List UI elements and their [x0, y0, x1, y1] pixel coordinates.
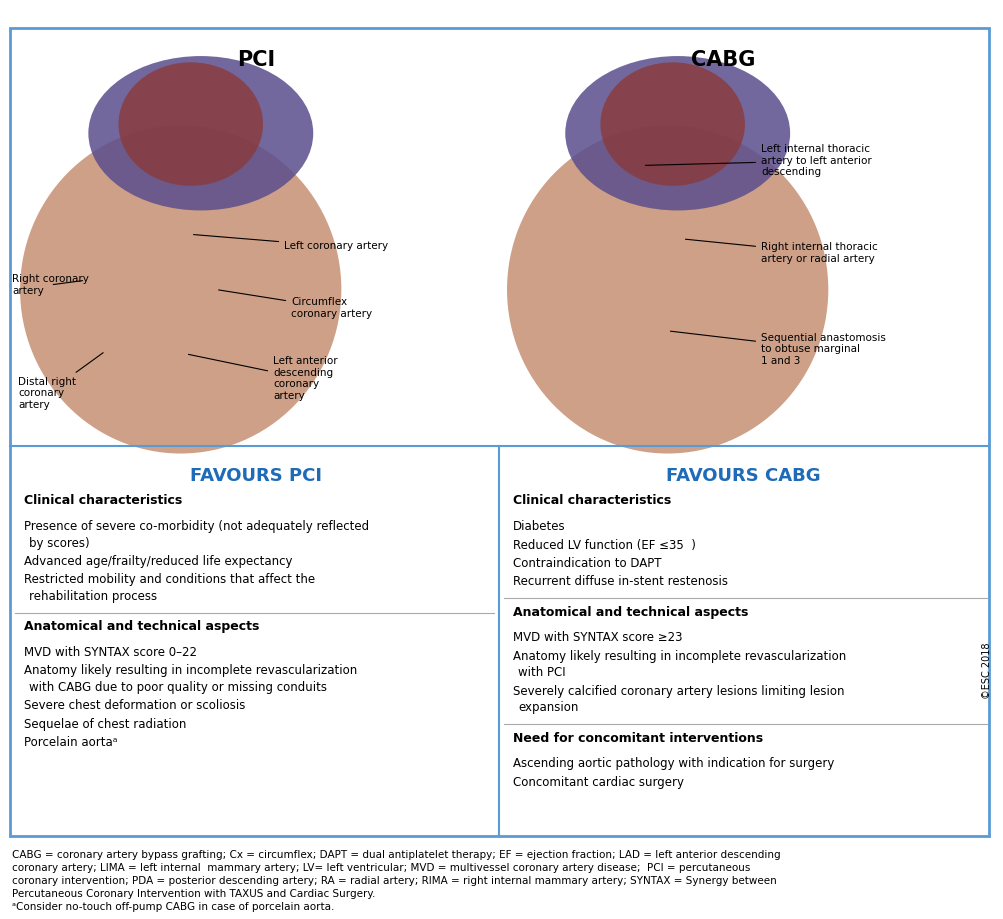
- Text: Distal right
coronary
artery: Distal right coronary artery: [18, 353, 103, 410]
- Text: coronary artery; LIMA = left internal  mammary artery; LV= left ventricular; MVD: coronary artery; LIMA = left internal ma…: [12, 863, 749, 873]
- Text: Anatomy likely resulting in incomplete revascularization: Anatomy likely resulting in incomplete r…: [24, 664, 357, 677]
- Text: FAVOURS CABG: FAVOURS CABG: [665, 467, 819, 485]
- Text: Diabetes: Diabetes: [513, 520, 565, 533]
- Text: with PCI: with PCI: [518, 666, 565, 679]
- Text: Circumflex
coronary artery: Circumflex coronary artery: [219, 289, 372, 319]
- Text: Porcelain aortaᵃ: Porcelain aortaᵃ: [24, 736, 117, 749]
- Ellipse shape: [20, 125, 341, 453]
- Text: Presence of severe co-morbidity (not adequately reflected: Presence of severe co-morbidity (not ade…: [24, 520, 369, 533]
- Text: ᵃConsider no-touch off-pump CABG in case of porcelain aorta.: ᵃConsider no-touch off-pump CABG in case…: [12, 902, 334, 912]
- Ellipse shape: [565, 56, 789, 210]
- Text: MVD with SYNTAX score 0–22: MVD with SYNTAX score 0–22: [24, 646, 197, 659]
- Text: with CABG due to poor quality or missing conduits: with CABG due to poor quality or missing…: [29, 681, 327, 694]
- Text: Reduced LV function (EF ≤35  ): Reduced LV function (EF ≤35 ): [513, 539, 695, 551]
- Ellipse shape: [118, 62, 263, 186]
- Text: Anatomical and technical aspects: Anatomical and technical aspects: [513, 606, 747, 618]
- Text: Left anterior
descending
coronary
artery: Left anterior descending coronary artery: [189, 355, 337, 401]
- Text: Severely calcified coronary artery lesions limiting lesion: Severely calcified coronary artery lesio…: [513, 685, 844, 698]
- Text: Left coronary artery: Left coronary artery: [194, 234, 388, 251]
- Text: Sequelae of chest radiation: Sequelae of chest radiation: [24, 718, 187, 731]
- Text: Restricted mobility and conditions that affect the: Restricted mobility and conditions that …: [24, 573, 315, 586]
- Text: MVD with SYNTAX score ≥23: MVD with SYNTAX score ≥23: [513, 631, 682, 644]
- Text: expansion: expansion: [518, 701, 578, 714]
- Text: FAVOURS PCI: FAVOURS PCI: [190, 467, 322, 485]
- Text: ©ESC 2018: ©ESC 2018: [981, 642, 991, 699]
- Text: Left internal thoracic
artery to left anterior
descending: Left internal thoracic artery to left an…: [645, 144, 871, 177]
- Text: Contraindication to DAPT: Contraindication to DAPT: [513, 557, 661, 570]
- FancyBboxPatch shape: [10, 28, 988, 836]
- Text: Concomitant cardiac surgery: Concomitant cardiac surgery: [513, 776, 683, 789]
- Text: Sequential anastomosis
to obtuse marginal
1 and 3: Sequential anastomosis to obtuse margina…: [670, 331, 885, 366]
- Text: Recurrent diffuse in-stent restenosis: Recurrent diffuse in-stent restenosis: [513, 575, 727, 588]
- Ellipse shape: [507, 125, 827, 453]
- Text: PCI: PCI: [237, 50, 275, 70]
- Text: Need for concomitant interventions: Need for concomitant interventions: [513, 732, 762, 744]
- Text: CABG: CABG: [690, 50, 754, 70]
- Text: Severe chest deformation or scoliosis: Severe chest deformation or scoliosis: [24, 699, 245, 712]
- Text: by scores): by scores): [29, 537, 89, 550]
- Ellipse shape: [600, 62, 744, 186]
- Text: Clinical characteristics: Clinical characteristics: [513, 494, 671, 507]
- Text: coronary intervention; PDA = posterior descending artery; RA = radial artery; RI: coronary intervention; PDA = posterior d…: [12, 876, 776, 886]
- Ellipse shape: [88, 56, 313, 210]
- Text: rehabilitation process: rehabilitation process: [29, 590, 157, 603]
- Text: Clinical characteristics: Clinical characteristics: [24, 494, 183, 507]
- Text: Anatomy likely resulting in incomplete revascularization: Anatomy likely resulting in incomplete r…: [513, 650, 846, 663]
- Text: Percutaneous Coronary Intervention with TAXUS and Cardiac Surgery.: Percutaneous Coronary Intervention with …: [12, 889, 375, 899]
- Text: Anatomical and technical aspects: Anatomical and technical aspects: [24, 620, 259, 633]
- Text: CABG = coronary artery bypass grafting; Cx = circumflex; DAPT = dual antiplatele: CABG = coronary artery bypass grafting; …: [12, 850, 780, 860]
- Text: Right coronary
artery: Right coronary artery: [12, 274, 89, 296]
- Text: Advanced age/frailty/reduced life expectancy: Advanced age/frailty/reduced life expect…: [24, 555, 292, 568]
- Text: Ascending aortic pathology with indication for surgery: Ascending aortic pathology with indicati…: [513, 757, 833, 770]
- Text: Right internal thoracic
artery or radial artery: Right internal thoracic artery or radial…: [685, 239, 877, 264]
